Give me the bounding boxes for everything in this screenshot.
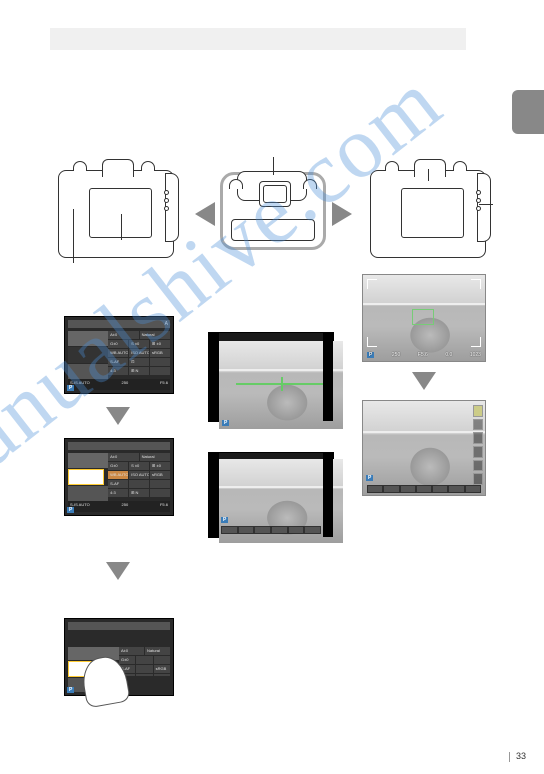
- side-controls: [473, 405, 483, 485]
- arrow-right-icon: [332, 202, 352, 226]
- scp-wb: WB AUTO: [108, 349, 128, 357]
- evf-live-view-1: P 250 F5.6 0.0 1023: [362, 274, 486, 362]
- live-view-letterbox-2: P: [208, 452, 334, 538]
- live-view-letterbox-1: P: [208, 332, 334, 422]
- arrow-down-icon: [106, 407, 130, 425]
- super-control-panel-3-touch: A±0Natural G±0 S-AFsRGB P: [64, 618, 174, 696]
- arrow-left-icon: [195, 202, 215, 226]
- section-header-bar: [50, 28, 466, 50]
- ev-value: 0.0: [445, 352, 452, 358]
- page-edge-tab: [512, 90, 544, 134]
- page-number-value: 33: [516, 751, 526, 761]
- bottom-controls: [367, 485, 481, 493]
- camera-rear-evf-illustration: [370, 170, 486, 258]
- shutter-value: 250: [392, 352, 400, 358]
- evf-live-view-2-with-panel: P: [362, 400, 486, 496]
- camera-rear-monitor-illustration: [58, 170, 174, 258]
- scp-af: S-AF: [108, 358, 128, 366]
- aperture-value: F5.6: [418, 352, 428, 358]
- super-control-panel-1: A A±0Natural G±0S ±0⊞ ±0 WB AUTOISO AUTO…: [64, 316, 174, 394]
- super-control-panel-2-highlighted: A±0Natural G±0S ±0⊞ ±0 WB AUTOISO AUTOsR…: [64, 438, 174, 516]
- viewfinder-closeup-illustration: [220, 172, 326, 250]
- arrow-down-icon: [412, 372, 436, 390]
- scp-pic: Natural: [140, 331, 170, 339]
- frame-count: 1023: [470, 352, 481, 358]
- arrow-down-icon: [106, 562, 130, 580]
- page-number: 33: [509, 751, 526, 762]
- scp-gb: G±0: [108, 340, 128, 348]
- scp-header: A: [165, 321, 168, 327]
- mode-badge: P: [67, 385, 74, 391]
- scp-ab: A±0: [108, 331, 138, 339]
